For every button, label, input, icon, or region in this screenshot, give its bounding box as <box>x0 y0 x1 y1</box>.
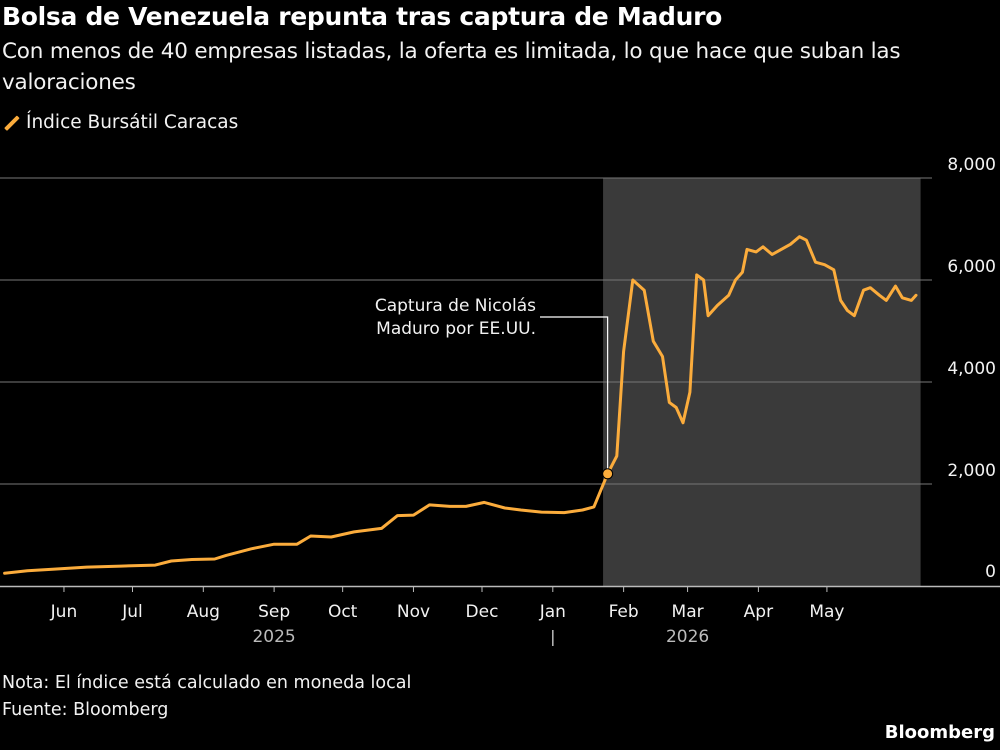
line-chart: 0 2,000 4,000 6,000 8,000 Jun Jul Aug Sep Oct Nov… <box>0 155 1000 647</box>
brand-logo: Bloomberg <box>884 722 995 743</box>
x-tick-label: Nov <box>397 602 430 622</box>
x-tick-label: May <box>809 602 844 622</box>
annotation-text-line2: Maduro por EE.UU. <box>376 319 536 339</box>
legend: Índice Bursátil Caracas <box>4 112 238 133</box>
x-tick-label: Dec <box>466 602 499 622</box>
legend-label: Índice Bursátil Caracas <box>26 112 239 133</box>
x-tick-label: Jan <box>539 602 566 622</box>
x-tick-label: Apr <box>744 602 773 622</box>
y-tick-label: 0 <box>985 562 996 582</box>
x-tick-label: Sep <box>258 602 290 622</box>
series-line <box>3 235 918 575</box>
annotation-marker <box>602 468 614 480</box>
gridlines <box>0 177 932 485</box>
x-tick-label: Feb <box>609 602 639 622</box>
annotation-text-line1: Captura de Nicolás <box>375 296 536 316</box>
x-tick-label: Mar <box>672 602 704 622</box>
annotation-leader <box>540 316 609 474</box>
chart-title: Bolsa de Venezuela repunta tras captura … <box>2 2 723 31</box>
x-tick-label: Jun <box>50 602 78 622</box>
x-tick-label: Jul <box>121 602 143 622</box>
x-tick-label: Oct <box>328 602 358 622</box>
annotation: Captura de Nicolás Maduro por EE.UU. <box>375 296 614 480</box>
y-tick-label: 6,000 <box>947 257 996 277</box>
y-axis: 0 2,000 4,000 6,000 8,000 <box>947 155 996 582</box>
x-axis: Jun Jul Aug Sep Oct Nov Dec Jan Feb Mar Apr May 2025… <box>50 586 844 647</box>
y-tick-label: 4,000 <box>947 359 996 379</box>
x-tick-label: Aug <box>187 602 220 622</box>
footnote: Nota: El índice está calculado en moneda… <box>2 673 412 693</box>
year-label: 2025 <box>252 627 295 647</box>
year-label: 2026 <box>666 627 709 647</box>
legend-line-icon <box>4 116 18 130</box>
chart-subtitle: Con menos de 40 empresas listadas, la of… <box>2 39 901 95</box>
source-note: Fuente: Bloomberg <box>2 700 169 720</box>
y-tick-label: 2,000 <box>947 461 996 481</box>
y-tick-label: 8,000 <box>947 155 996 175</box>
